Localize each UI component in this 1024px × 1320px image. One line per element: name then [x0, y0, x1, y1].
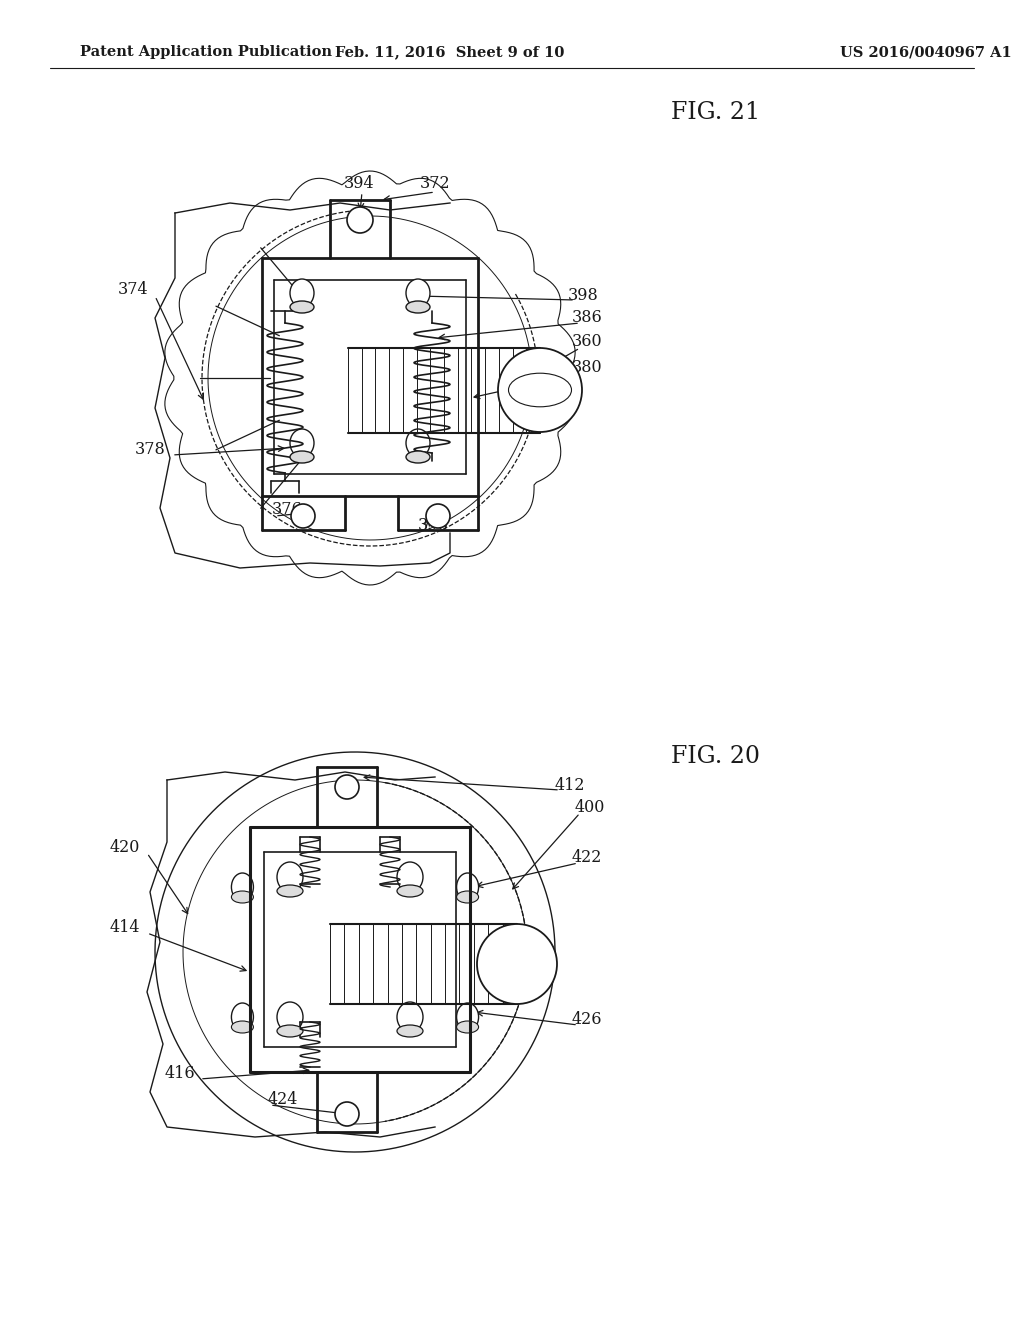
Text: 360: 360 [572, 334, 603, 351]
Ellipse shape [290, 279, 314, 308]
Text: 374: 374 [118, 281, 148, 298]
Ellipse shape [457, 891, 478, 903]
Text: 386: 386 [572, 309, 603, 326]
Ellipse shape [231, 873, 253, 902]
Ellipse shape [278, 884, 303, 898]
Text: 414: 414 [110, 920, 140, 936]
Ellipse shape [397, 862, 423, 892]
Ellipse shape [231, 891, 253, 903]
Text: 422: 422 [572, 850, 602, 866]
Ellipse shape [231, 1020, 253, 1034]
Text: 396: 396 [418, 516, 449, 533]
Ellipse shape [397, 884, 423, 898]
Circle shape [335, 1102, 359, 1126]
Text: Feb. 11, 2016  Sheet 9 of 10: Feb. 11, 2016 Sheet 9 of 10 [335, 45, 564, 59]
Ellipse shape [290, 451, 314, 463]
Text: 420: 420 [110, 840, 140, 857]
Text: 378: 378 [134, 441, 165, 458]
Ellipse shape [457, 1020, 478, 1034]
Text: 376: 376 [272, 502, 303, 519]
Ellipse shape [278, 1026, 303, 1038]
Text: Patent Application Publication: Patent Application Publication [80, 45, 332, 59]
Text: FIG. 21: FIG. 21 [671, 100, 760, 124]
Ellipse shape [406, 429, 430, 457]
Text: 416: 416 [165, 1065, 195, 1082]
Text: FIG. 20: FIG. 20 [671, 744, 760, 768]
Ellipse shape [278, 862, 303, 892]
Circle shape [426, 504, 450, 528]
Text: 424: 424 [268, 1092, 298, 1109]
Ellipse shape [397, 1026, 423, 1038]
Text: 426: 426 [572, 1011, 602, 1028]
Text: US 2016/0040967 A1: US 2016/0040967 A1 [840, 45, 1012, 59]
Text: 394: 394 [344, 174, 375, 191]
Circle shape [477, 924, 557, 1005]
Ellipse shape [290, 429, 314, 457]
Text: 412: 412 [555, 776, 586, 793]
Ellipse shape [290, 301, 314, 313]
Circle shape [347, 207, 373, 234]
Ellipse shape [231, 1003, 253, 1031]
Ellipse shape [457, 873, 478, 902]
Circle shape [335, 775, 359, 799]
Ellipse shape [406, 279, 430, 308]
Text: 400: 400 [575, 800, 605, 817]
Ellipse shape [406, 451, 430, 463]
Ellipse shape [406, 301, 430, 313]
Ellipse shape [397, 1002, 423, 1032]
Text: 380: 380 [572, 359, 603, 376]
Text: 398: 398 [568, 286, 599, 304]
Circle shape [291, 504, 315, 528]
Text: 372: 372 [420, 174, 451, 191]
Ellipse shape [457, 1003, 478, 1031]
Circle shape [498, 348, 582, 432]
Ellipse shape [278, 1002, 303, 1032]
